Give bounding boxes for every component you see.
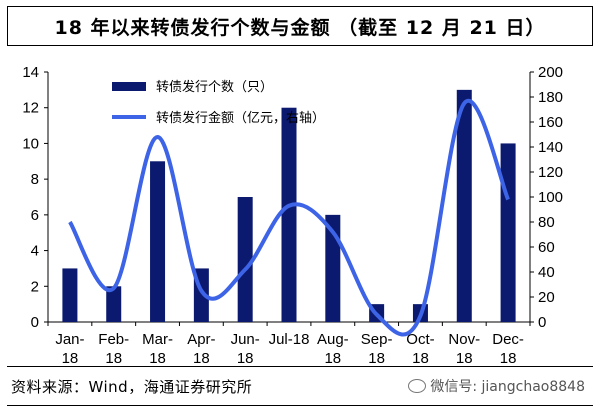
legend-label-bar: 转债发行个数（只） bbox=[156, 79, 273, 95]
wechat-icon bbox=[408, 379, 427, 393]
x-tick-label: Sep- bbox=[361, 331, 393, 348]
x-tick-label: 18 bbox=[149, 350, 166, 367]
x-tick-label: 18 bbox=[500, 350, 517, 367]
bar-Nov-18 bbox=[456, 89, 472, 322]
y-right-tick-label: 140 bbox=[538, 139, 563, 156]
bar-Jul-18 bbox=[281, 107, 297, 322]
y-left-tick-label: 6 bbox=[31, 207, 39, 224]
series-line-amount bbox=[68, 98, 510, 337]
x-tick-label: Apr- bbox=[187, 331, 215, 348]
y-right-tick-label: 100 bbox=[538, 189, 563, 206]
x-tick-label: 18 bbox=[368, 350, 385, 367]
x-tick-label: Jan- bbox=[55, 331, 84, 348]
y-left-tick-label: 0 bbox=[31, 314, 39, 331]
bar-Jan-18 bbox=[62, 268, 78, 322]
y-right-tick-label: 40 bbox=[538, 264, 555, 281]
y-left-tick-label: 2 bbox=[31, 278, 39, 295]
y-right-tick-label: 60 bbox=[538, 239, 555, 256]
y-right-tick-label: 120 bbox=[538, 164, 563, 181]
bar-Aug-18 bbox=[325, 214, 341, 322]
source-text: 资料来源：Wind，海通证券研究所 bbox=[11, 378, 253, 396]
x-tick-label: Oct- bbox=[406, 331, 434, 348]
y-right-tick-label: 20 bbox=[538, 289, 555, 306]
y-left-tick-label: 12 bbox=[22, 100, 39, 117]
watermark: 微信号: jiangchao8848 bbox=[408, 376, 585, 396]
y-left-tick-label: 8 bbox=[31, 171, 39, 188]
x-tick-label: Aug- bbox=[317, 331, 349, 348]
bar-Dec-18 bbox=[500, 143, 516, 322]
bar-Mar-18 bbox=[150, 161, 166, 322]
x-tick-label: 18 bbox=[324, 350, 341, 367]
x-tick-label: 18 bbox=[193, 350, 210, 367]
bar-Feb-18 bbox=[106, 286, 122, 322]
y-left-tick-label: 14 bbox=[22, 64, 39, 81]
x-tick-label: 18 bbox=[456, 350, 473, 367]
legend-swatch-bar bbox=[112, 82, 146, 91]
x-tick-label: Dec- bbox=[492, 331, 524, 348]
x-tick-label: 18 bbox=[237, 350, 254, 367]
y-right-tick-label: 200 bbox=[538, 64, 563, 81]
legend-label-line: 转债发行金额（亿元，右轴） bbox=[156, 110, 325, 126]
y-right-tick-label: 0 bbox=[538, 314, 546, 331]
x-tick-label: Feb- bbox=[98, 331, 129, 348]
x-tick-label: 18 bbox=[62, 350, 79, 367]
y-left-tick-label: 10 bbox=[22, 135, 39, 152]
x-tick-label: Nov- bbox=[448, 331, 480, 348]
y-right-tick-label: 180 bbox=[538, 89, 563, 106]
x-tick-label: Jul-18 bbox=[269, 331, 310, 348]
x-tick-label: Mar- bbox=[142, 331, 173, 348]
x-tick-label: Jun- bbox=[231, 331, 260, 348]
bar-Jun-18 bbox=[237, 197, 253, 322]
chart-title: 18 年以来转债发行个数与金额 （截至 12 月 21 日） bbox=[7, 6, 593, 46]
x-tick-label: 18 bbox=[412, 350, 429, 367]
y-right-tick-label: 160 bbox=[538, 114, 563, 131]
x-tick-label: 18 bbox=[105, 350, 122, 367]
watermark-text: 微信号: jiangchao8848 bbox=[430, 379, 585, 395]
y-left-tick-label: 4 bbox=[31, 243, 39, 260]
source-footer: 资料来源：Wind，海通证券研究所 微信号: jiangchao8848 bbox=[7, 366, 593, 406]
y-right-tick-label: 80 bbox=[538, 214, 555, 231]
